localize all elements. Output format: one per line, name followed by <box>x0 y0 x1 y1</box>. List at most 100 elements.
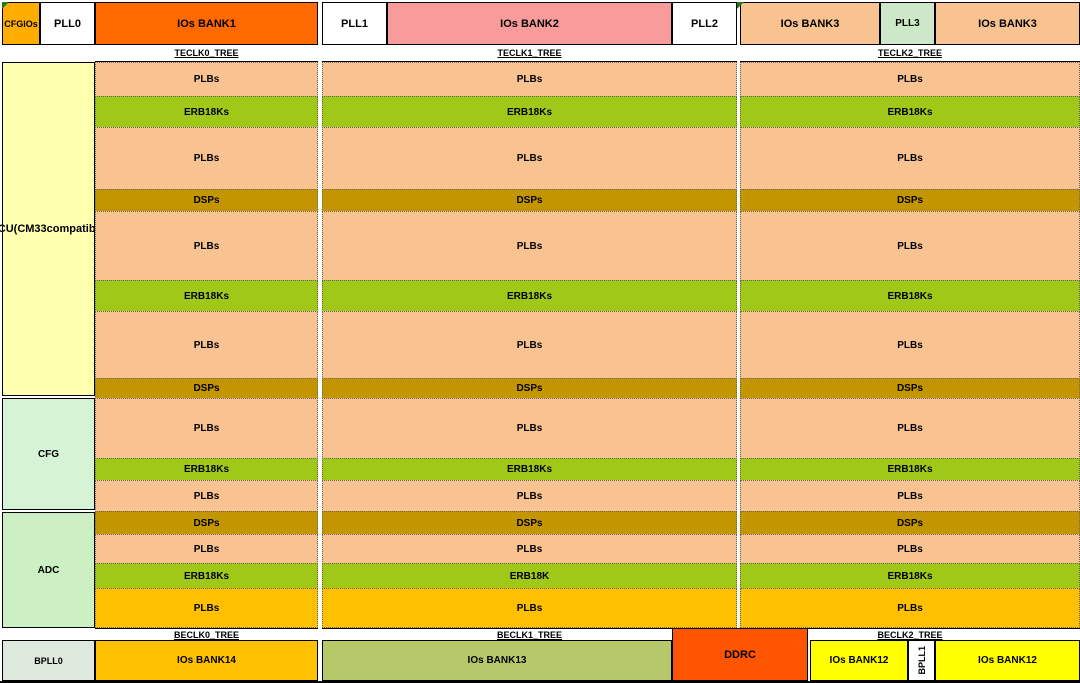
plb-row: PLBs <box>740 480 1080 512</box>
ios-bank13-block: IOs BANK13 <box>322 640 672 681</box>
beclk2-strip: BECLK2_TREE <box>740 628 1080 640</box>
erb18k-row: ERB18Ks <box>740 280 1080 312</box>
plb-row: PLBs <box>95 480 318 512</box>
erb18k-row: ERB18Ks <box>95 96 318 128</box>
erb18k-row: ERB18Ks <box>95 280 318 312</box>
cfgios-block: CFGIOs <box>2 2 40 45</box>
teclk2-tree-label: TECLK2_TREE <box>877 48 942 58</box>
erb18k-row: ERB18Ks <box>740 563 1080 589</box>
teclk1-tree-label: TECLK1_TREE <box>497 48 562 58</box>
plb-row: PLBs <box>322 534 737 564</box>
dsp-row: DSPs <box>322 189 737 212</box>
cfgios-label: CFGIOs <box>4 18 38 29</box>
ios-bank3-left-block: IOs BANK3 <box>740 2 880 45</box>
ios-bank1-block: IOs BANK1 <box>95 2 318 45</box>
teclk2-strip: TECLK2_TREE <box>740 45 1080 62</box>
erb18k-row: ERB18Ks <box>740 96 1080 128</box>
plb-row: PLBs <box>740 211 1080 281</box>
erb18k-row: ERB18Ks <box>322 280 737 312</box>
pll3-block: PLL3 <box>880 2 935 45</box>
plb-row: PLBs <box>322 480 737 512</box>
cfg-label: CFG <box>37 448 60 460</box>
dsp-row: DSPs <box>322 511 737 535</box>
erb18k-row: ERB18Ks <box>95 458 318 481</box>
ios-bank3-right-label: IOs BANK3 <box>978 17 1037 30</box>
plb-row: PLBs <box>95 127 318 190</box>
beclk1-tree-label: BECLK1_TREE <box>496 629 562 640</box>
dsp-row: DSPs <box>740 511 1080 535</box>
bpll0-label: BPLL0 <box>34 655 63 666</box>
plb-row: PLBs <box>322 588 737 628</box>
ios-bank14-block: IOs BANK14 <box>95 640 318 681</box>
comment-marker <box>2 2 9 9</box>
erb18k-row: ERB18Ks <box>95 563 318 589</box>
plb-row: PLBs <box>95 398 318 459</box>
ios-bank12-left-label: IOs BANK12 <box>829 655 889 666</box>
dsp-row: DSPs <box>740 378 1080 399</box>
fabric-column-2: PLBs ERB18Ks PLBs DSPs PLBs ERB18Ks PLBs… <box>322 62 737 628</box>
beclk0-strip: BECLK0_TREE <box>95 628 318 640</box>
dsp-row: DSPs <box>95 378 318 399</box>
erb18k-row: ERB18Ks <box>322 96 737 128</box>
plb-row: PLBs <box>740 62 1080 97</box>
plb-row: PLBs <box>740 127 1080 190</box>
plb-row: PLBs <box>322 311 737 379</box>
beclk2-tree-label: BECLK2_TREE <box>877 629 943 640</box>
ddrc-label: DDRC <box>724 648 756 661</box>
teclk0-tree-label: TECLK0_TREE <box>174 48 239 58</box>
ddrc-block: DDRC <box>672 628 808 681</box>
plb-row: PLBs <box>740 398 1080 459</box>
dsp-row: DSPs <box>95 189 318 212</box>
bpll1-label: BPLL1 <box>916 646 927 675</box>
beclk1-strip: BECLK1_TREE <box>322 628 737 640</box>
teclk0-strip: TECLK0_TREE <box>95 45 318 62</box>
ios-bank3-left-label: IOs BANK3 <box>780 17 840 30</box>
bpll1-block: BPLL1 <box>908 640 935 681</box>
dsp-row: DSPs <box>322 378 737 399</box>
ios-bank2-block: IOs BANK2 <box>387 2 672 45</box>
plb-row: PLBs <box>740 534 1080 564</box>
pll1-label: PLL1 <box>341 17 368 30</box>
pll3-label: PLL3 <box>895 18 920 29</box>
mcu-label: MCU(CM33compatible) <box>0 223 109 235</box>
ios-bank1-label: IOs BANK1 <box>177 17 236 30</box>
bpll0-block: BPLL0 <box>2 640 95 681</box>
plb-row: PLBs <box>95 534 318 564</box>
erb18k-row: ERB18Ks <box>322 458 737 481</box>
adc-label: ADC <box>37 564 60 576</box>
plb-row: PLBs <box>95 588 318 628</box>
pll0-label: PLL0 <box>54 17 81 30</box>
ios-bank3-right-block: IOs BANK3 <box>935 2 1080 45</box>
erb18k-row: ERB18K <box>322 563 737 589</box>
fabric-column-1: PLBs ERB18Ks PLBs DSPs PLBs ERB18Ks PLBs… <box>95 62 318 628</box>
cfg-block: CFG <box>2 398 95 510</box>
pll2-block: PLL2 <box>672 2 737 45</box>
dsp-row: DSPs <box>95 511 318 535</box>
dsp-row: DSPs <box>740 189 1080 212</box>
pll2-label: PLL2 <box>691 17 718 30</box>
ios-bank12-right-label: IOs BANK12 <box>978 655 1037 666</box>
teclk1-strip: TECLK1_TREE <box>322 45 737 62</box>
pll1-block: PLL1 <box>322 2 387 45</box>
plb-row: PLBs <box>322 211 737 281</box>
pll0-block: PLL0 <box>40 2 95 45</box>
plb-row: PLBs <box>740 311 1080 379</box>
plb-row: PLBs <box>95 311 318 379</box>
ios-bank14-label: IOs BANK14 <box>177 655 236 666</box>
plb-row: PLBs <box>95 62 318 97</box>
plb-row: PLBs <box>740 588 1080 628</box>
fabric-column-3: PLBs ERB18Ks PLBs DSPs PLBs ERB18Ks PLBs… <box>740 62 1080 628</box>
erb18k-row: ERB18Ks <box>740 458 1080 481</box>
ios-bank12-left-block: IOs BANK12 <box>810 640 908 681</box>
plb-row: PLBs <box>95 211 318 281</box>
plb-row: PLBs <box>322 127 737 190</box>
ios-bank2-label: IOs BANK2 <box>500 17 559 30</box>
comment-marker <box>737 2 744 9</box>
ios-bank12-right-block: IOs BANK12 <box>935 640 1080 681</box>
ios-bank13-label: IOs BANK13 <box>467 655 527 666</box>
plb-row: PLBs <box>322 398 737 459</box>
beclk0-tree-label: BECLK0_TREE <box>173 629 239 640</box>
plb-row: PLBs <box>322 62 737 97</box>
mcu-block: MCU(CM33compatible) <box>0 62 108 396</box>
